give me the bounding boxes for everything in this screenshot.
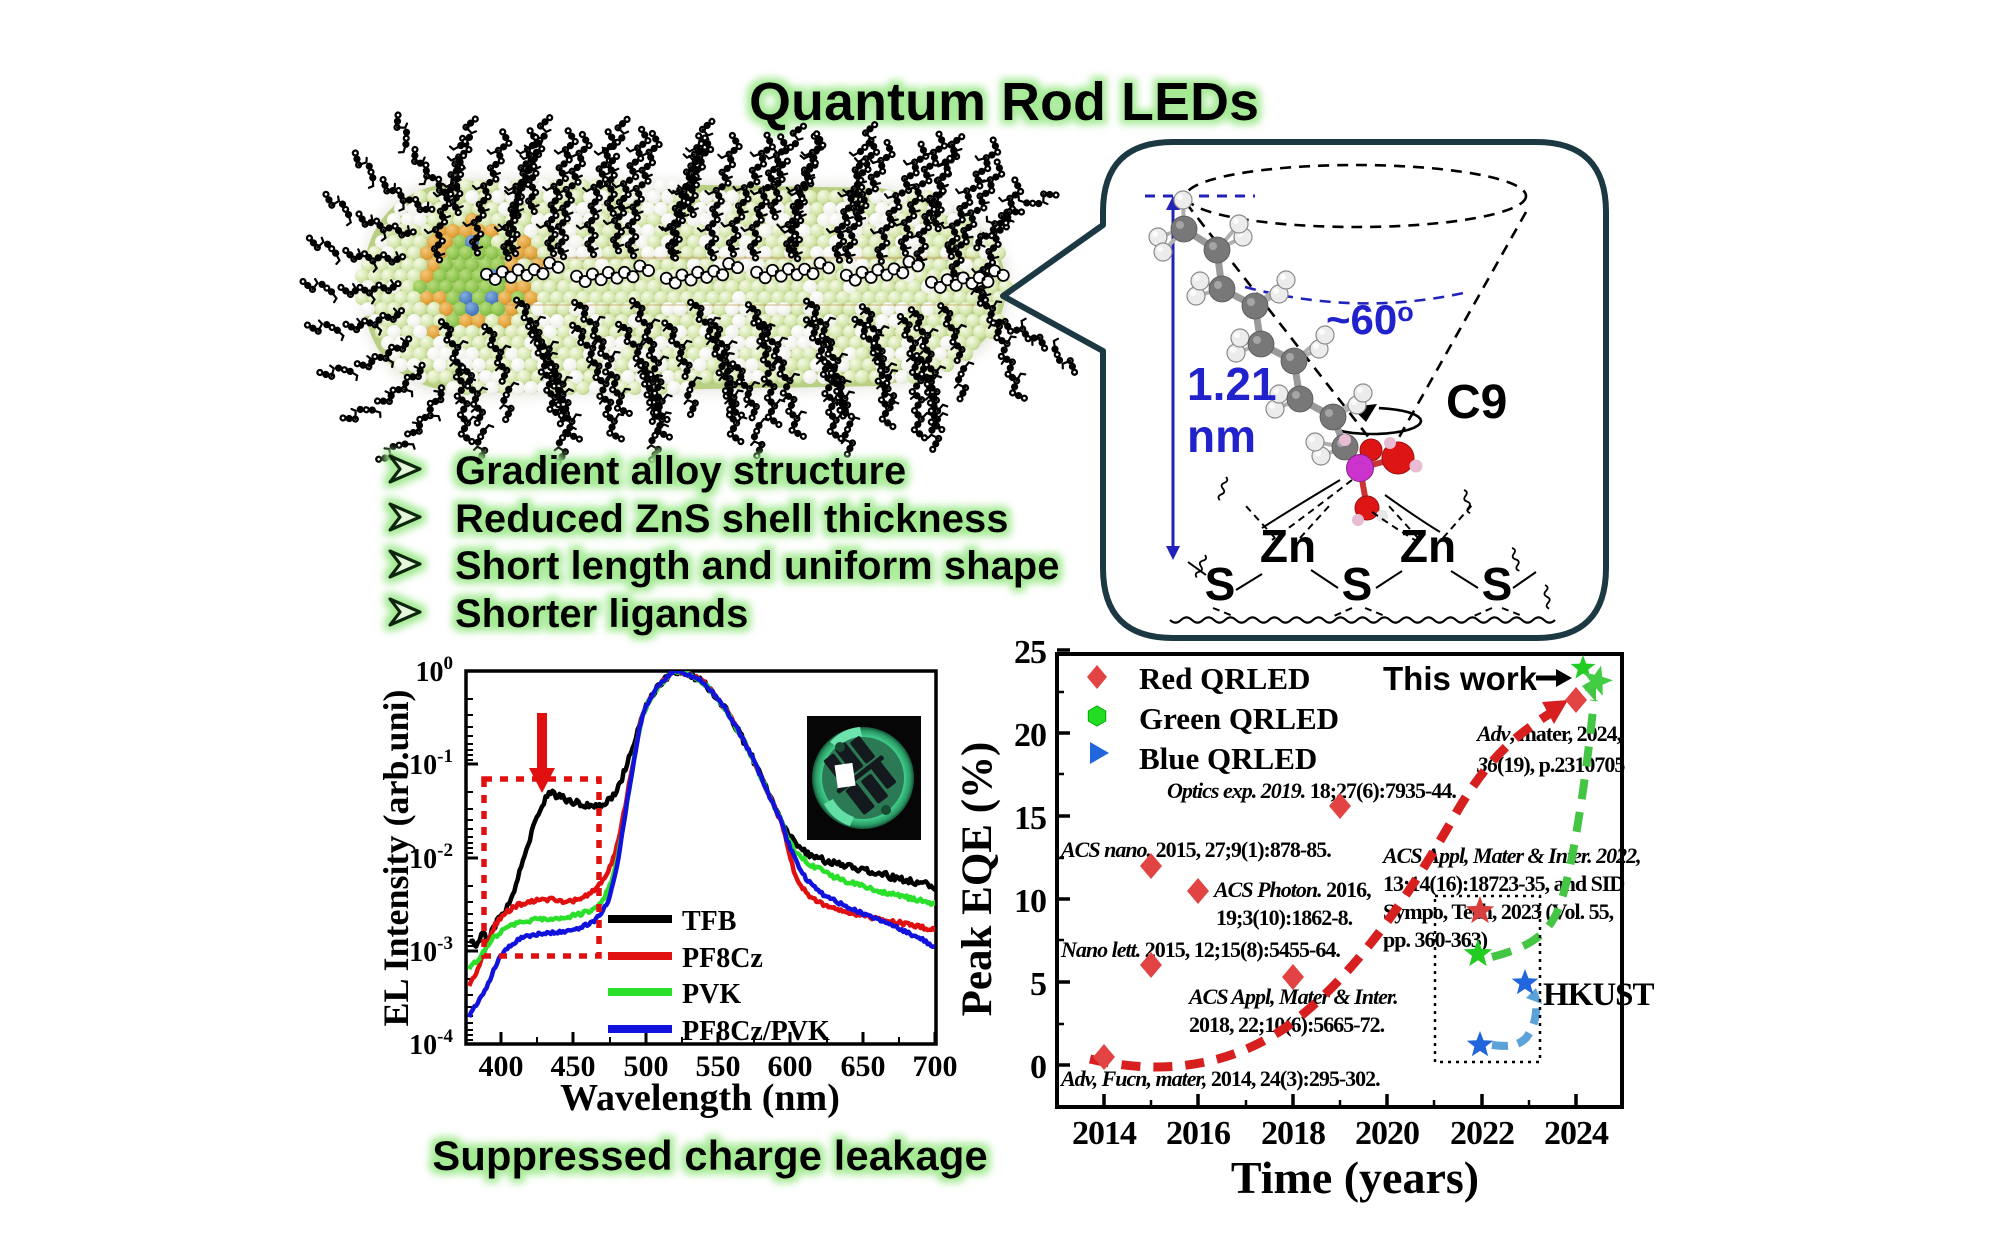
svg-text:10: 10	[1014, 883, 1046, 920]
svg-text:Suppressed charge leakage: Suppressed charge leakage	[432, 1132, 988, 1179]
svg-text:13;14(16):18723-35, and SID: 13;14(16):18723-35, and SID	[1383, 871, 1624, 896]
svg-text:Peak EQE (%): Peak EQE (%)	[954, 742, 1001, 1017]
svg-text:Shorter ligands: Shorter ligands	[455, 592, 748, 636]
svg-text:S: S	[1205, 558, 1236, 610]
svg-text:20: 20	[1014, 717, 1046, 754]
svg-text:400: 400	[479, 1050, 524, 1083]
svg-text:2020: 2020	[1355, 1115, 1419, 1152]
svg-text:10-3: 10-3	[409, 933, 453, 968]
svg-text:2018: 2018	[1261, 1115, 1325, 1152]
svg-text:Zn: Zn	[1260, 520, 1316, 572]
svg-text:ACS Appl, Mater & Inter. 2022,: ACS Appl, Mater & Inter. 2022,	[1381, 843, 1641, 868]
svg-text:19;3(10):1862-8.: 19;3(10):1862-8.	[1216, 905, 1353, 930]
svg-text:PF8Cz/PVK: PF8Cz/PVK	[682, 1016, 830, 1047]
svg-text:Gradient alloy structure: Gradient alloy structure	[455, 449, 906, 493]
svg-text:ACS nano. 2015, 27;9(1):878-85: ACS nano. 2015, 27;9(1):878-85.	[1059, 837, 1331, 862]
svg-text:5: 5	[1030, 966, 1046, 1003]
svg-text:15: 15	[1014, 800, 1046, 837]
svg-text:500: 500	[624, 1050, 669, 1083]
svg-text:2024: 2024	[1544, 1115, 1609, 1152]
svg-text:2022: 2022	[1450, 1115, 1514, 1152]
svg-text:This work: This work	[1383, 660, 1538, 697]
svg-text:S: S	[1342, 558, 1373, 610]
svg-text:700: 700	[913, 1050, 958, 1083]
svg-text:450: 450	[551, 1050, 596, 1083]
svg-text:10-4: 10-4	[409, 1026, 453, 1061]
svg-text:HKUST: HKUST	[1543, 977, 1655, 1013]
svg-text:Adv, Fucn, mater, 2014, 24(3):: Adv, Fucn, mater, 2014, 24(3):295-302.	[1059, 1066, 1380, 1091]
svg-text:ACS Photon. 2016,: ACS Photon. 2016,	[1212, 877, 1371, 902]
svg-text:Short length and uniform shape: Short length and uniform shape	[455, 544, 1059, 588]
svg-text:Quantum Rod LEDs: Quantum Rod LEDs	[749, 72, 1259, 132]
svg-text:2016: 2016	[1166, 1115, 1230, 1152]
svg-text:nm: nm	[1187, 410, 1256, 462]
svg-text:Sympo, Tech, 2023 (Vol. 55,: Sympo, Tech, 2023 (Vol. 55,	[1383, 899, 1614, 924]
svg-text:Optics exp. 2019. 18;27(6):79: Optics exp. 2019. 18;27(6):7935-44.	[1167, 778, 1456, 803]
svg-text:10-2: 10-2	[409, 840, 453, 875]
svg-text:600: 600	[768, 1050, 813, 1083]
svg-text:Red QRLED: Red QRLED	[1139, 661, 1310, 696]
svg-text:C9: C9	[1446, 376, 1507, 429]
svg-text:650: 650	[841, 1050, 886, 1083]
svg-text:Nano lett. 2015, 12;15(8):5455: Nano lett. 2015, 12;15(8):5455-64.	[1060, 937, 1340, 962]
svg-text:Wavelength (nm): Wavelength (nm)	[560, 1077, 840, 1119]
svg-text:Adv, mater, 2024,: Adv, mater, 2024,	[1475, 721, 1622, 746]
svg-text:0: 0	[1030, 1049, 1046, 1086]
svg-text:EL Intensity (arb.uni): EL Intensity (arb.uni)	[376, 689, 416, 1026]
svg-text:Green QRLED: Green QRLED	[1139, 701, 1339, 736]
svg-text:25: 25	[1014, 634, 1046, 671]
svg-text:100: 100	[416, 653, 454, 688]
svg-text:PVK: PVK	[682, 979, 741, 1010]
svg-text:Time (years): Time (years)	[1231, 1152, 1479, 1203]
svg-text:Reduced ZnS shell thickness: Reduced ZnS shell thickness	[455, 497, 1009, 541]
svg-text:Blue QRLED: Blue QRLED	[1139, 741, 1317, 776]
svg-text:S: S	[1482, 558, 1513, 610]
svg-text:1.21: 1.21	[1187, 358, 1277, 410]
svg-text:TFB: TFB	[682, 906, 736, 937]
svg-text:PF8Cz: PF8Cz	[682, 943, 763, 974]
svg-text:550: 550	[696, 1050, 741, 1083]
svg-text:2014: 2014	[1072, 1115, 1137, 1152]
